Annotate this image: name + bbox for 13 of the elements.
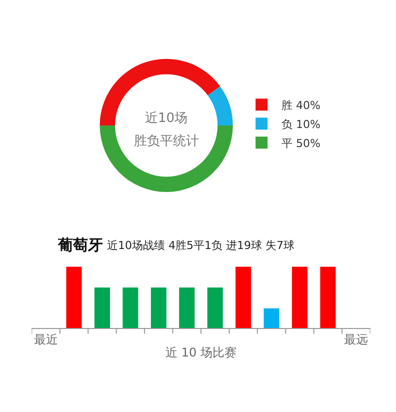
text: 近10场 bbox=[145, 111, 188, 126]
chart-title: 葡萄牙 bbox=[57, 236, 103, 254]
legend-label: 负 10% bbox=[282, 118, 321, 131]
x-tick-label: 最远 bbox=[344, 332, 368, 346]
legend-label: 平 50% bbox=[282, 136, 321, 150]
donut-slice bbox=[208, 86, 233, 126]
chart-subtitle: 近10场战绩 4胜5平1负 进19球 失7球 bbox=[107, 239, 294, 252]
donut-slice bbox=[100, 59, 220, 126]
x-tick-label: 最近 bbox=[34, 332, 58, 346]
legend-label: 胜 40% bbox=[282, 98, 321, 112]
donut-slice bbox=[100, 125, 233, 192]
x-axis-title: 近 10 场比赛 bbox=[166, 345, 236, 360]
text: 胜负平统计 bbox=[134, 134, 199, 149]
